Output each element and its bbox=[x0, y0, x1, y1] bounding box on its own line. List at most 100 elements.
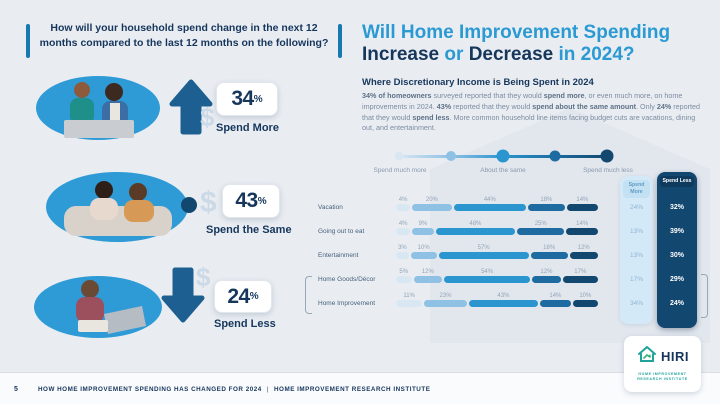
bar-segment: 10% bbox=[572, 292, 598, 307]
footer-org: HOME IMPROVEMENT RESEARCH INSTITUTE bbox=[274, 386, 431, 393]
same-dot-icon bbox=[180, 196, 198, 219]
segment-value: 57% bbox=[477, 245, 490, 251]
stat-card-spend-same: 43% bbox=[222, 184, 280, 218]
category-label: Vacation bbox=[318, 204, 343, 211]
spend-less-value: 29% bbox=[669, 276, 684, 283]
hiri-logo-card: HIRI HOME IMPROVEMENT RESEARCH INSTITUTE bbox=[624, 336, 701, 392]
stat-unit: % bbox=[249, 291, 259, 302]
segment-value: 20% bbox=[425, 197, 438, 203]
chart-row-home-goods: Home Goods/Décor 5% 12% 54% 12% 17% bbox=[318, 268, 598, 288]
segment-value: 10% bbox=[417, 245, 430, 251]
intro-part: reported that they would bbox=[362, 101, 701, 122]
bar-segment: 18% bbox=[530, 244, 568, 259]
spend-more-column: Spend More 24% 13% 13% 17% 34% bbox=[620, 176, 653, 324]
title-year: in 2024? bbox=[553, 44, 635, 66]
bar-segment: 10% bbox=[410, 244, 437, 259]
stat-value: 34 bbox=[231, 87, 254, 110]
segment-value: 14% bbox=[576, 197, 589, 203]
segment-value: 11% bbox=[403, 293, 415, 299]
intro-part: spend about the same amount bbox=[532, 101, 637, 111]
intro-part: 34% of homeowners bbox=[362, 91, 432, 100]
category-label: Home Improvement bbox=[318, 300, 376, 307]
segment-value: 9% bbox=[418, 221, 428, 227]
spend-more-value: 13% bbox=[629, 252, 643, 259]
segment-value: 3% bbox=[398, 245, 407, 251]
bar-segment: 44% bbox=[453, 196, 527, 211]
chart-row-vacation: Vacation 4% 20% 44% 18% 14% bbox=[318, 196, 598, 216]
legend-dot-4 bbox=[549, 150, 561, 162]
bar-segment: 14% bbox=[566, 220, 599, 235]
intro-part: reported that they would bbox=[451, 101, 533, 111]
bar-segment: 14% bbox=[540, 292, 571, 307]
category-label: Going out to eat bbox=[318, 228, 365, 235]
bar-segment: 48% bbox=[435, 220, 516, 235]
stat-value: 24 bbox=[227, 284, 250, 308]
bar-segment: 17% bbox=[562, 268, 598, 283]
spend-more-value: 17% bbox=[629, 276, 643, 283]
legend-label-about-same: About the same bbox=[480, 167, 526, 174]
title-or: or bbox=[439, 44, 469, 66]
spend-less-value: 32% bbox=[669, 204, 684, 211]
page-title: Will Home Improvement Spending Increase … bbox=[362, 22, 710, 67]
stat-label-spend-less: Spend Less bbox=[214, 318, 276, 330]
bar-segment: 9% bbox=[412, 220, 434, 235]
spend-more-value: 24% bbox=[629, 204, 643, 211]
segment-value: 4% bbox=[398, 197, 408, 203]
bar-segment: 4% bbox=[396, 196, 411, 211]
segment-value: 14% bbox=[549, 293, 562, 299]
segment-value: 17% bbox=[574, 269, 587, 275]
segment-value: 18% bbox=[543, 245, 556, 251]
hiri-house-icon bbox=[636, 344, 658, 369]
stat-label-spend-same: Spend the Same bbox=[206, 224, 292, 236]
footer-bar: 5 HOW HOME IMPROVEMENT SPENDING HAS CHAN… bbox=[0, 372, 720, 404]
stat-value: 43 bbox=[235, 189, 258, 212]
spend-less-value: 24% bbox=[669, 300, 684, 307]
spend-more-header: Spend More bbox=[623, 180, 650, 198]
spend-more-value: 34% bbox=[629, 300, 643, 307]
category-label: Home Goods/Décor bbox=[318, 276, 376, 283]
legend-dot-3 bbox=[496, 149, 510, 163]
segment-value: 4% bbox=[398, 221, 408, 227]
legend-label-much-less: Spend much less bbox=[583, 167, 633, 174]
page-number: 5 bbox=[14, 386, 18, 393]
bar-segment: 11% bbox=[396, 292, 423, 307]
intro-part: spend less bbox=[412, 112, 450, 122]
segment-value: 10% bbox=[579, 293, 592, 299]
segment-value: 5% bbox=[399, 269, 409, 275]
legend-dot-2 bbox=[446, 151, 456, 161]
segment-value: 12% bbox=[577, 245, 590, 251]
hiri-logo-subtitle: HOME IMPROVEMENT RESEARCH INSTITUTE bbox=[624, 372, 701, 383]
question-box: How will your household spend change in … bbox=[26, 19, 342, 65]
photo-spend-less bbox=[34, 276, 162, 338]
stacked-bar: 3% 10% 57% 18% 12% bbox=[396, 244, 598, 259]
accent-bar-left bbox=[26, 24, 30, 58]
bar-segment: 25% bbox=[517, 220, 565, 235]
legend-dot-5 bbox=[600, 149, 614, 163]
segment-value: 14% bbox=[576, 221, 589, 227]
segment-value: 25% bbox=[534, 221, 547, 227]
chart-row-going-out: Going out to eat 4% 9% 48% 25% 14% bbox=[318, 220, 599, 240]
bar-segment: 14% bbox=[566, 196, 598, 211]
legend-label-much-more: Spend much more bbox=[373, 167, 427, 174]
logo-subtitle-line2: RESEARCH INSTITUTE bbox=[637, 377, 688, 382]
accent-bar-right bbox=[338, 24, 342, 58]
stat-label-spend-more: Spend More bbox=[216, 122, 279, 134]
intro-part: surveyed reported that they would bbox=[431, 91, 544, 100]
intro-paragraph: 34% of homeowners surveyed reported that… bbox=[362, 91, 706, 134]
home-rows-bracket-right bbox=[701, 274, 708, 318]
bar-segment: 43% bbox=[468, 292, 539, 307]
intro-part: spend more bbox=[543, 91, 585, 100]
stat-card-spend-less: 24% bbox=[214, 280, 272, 313]
subtitle: Where Discretionary Income is Being Spen… bbox=[362, 77, 594, 88]
title-decrease: Decrease bbox=[468, 44, 554, 66]
segment-value: 18% bbox=[540, 197, 553, 203]
bar-segment: 18% bbox=[528, 196, 565, 211]
bar-segment: 23% bbox=[424, 292, 467, 307]
intro-part: . More common household line items facin… bbox=[362, 112, 696, 133]
up-arrow-icon bbox=[168, 78, 214, 141]
stacked-bar: 4% 9% 48% 25% 14% bbox=[396, 220, 599, 235]
spend-less-value: 30% bbox=[669, 252, 684, 259]
chart-row-entertainment: Entertainment 3% 10% 57% 18% 12% bbox=[318, 244, 598, 264]
legend-dot-1 bbox=[394, 151, 404, 161]
